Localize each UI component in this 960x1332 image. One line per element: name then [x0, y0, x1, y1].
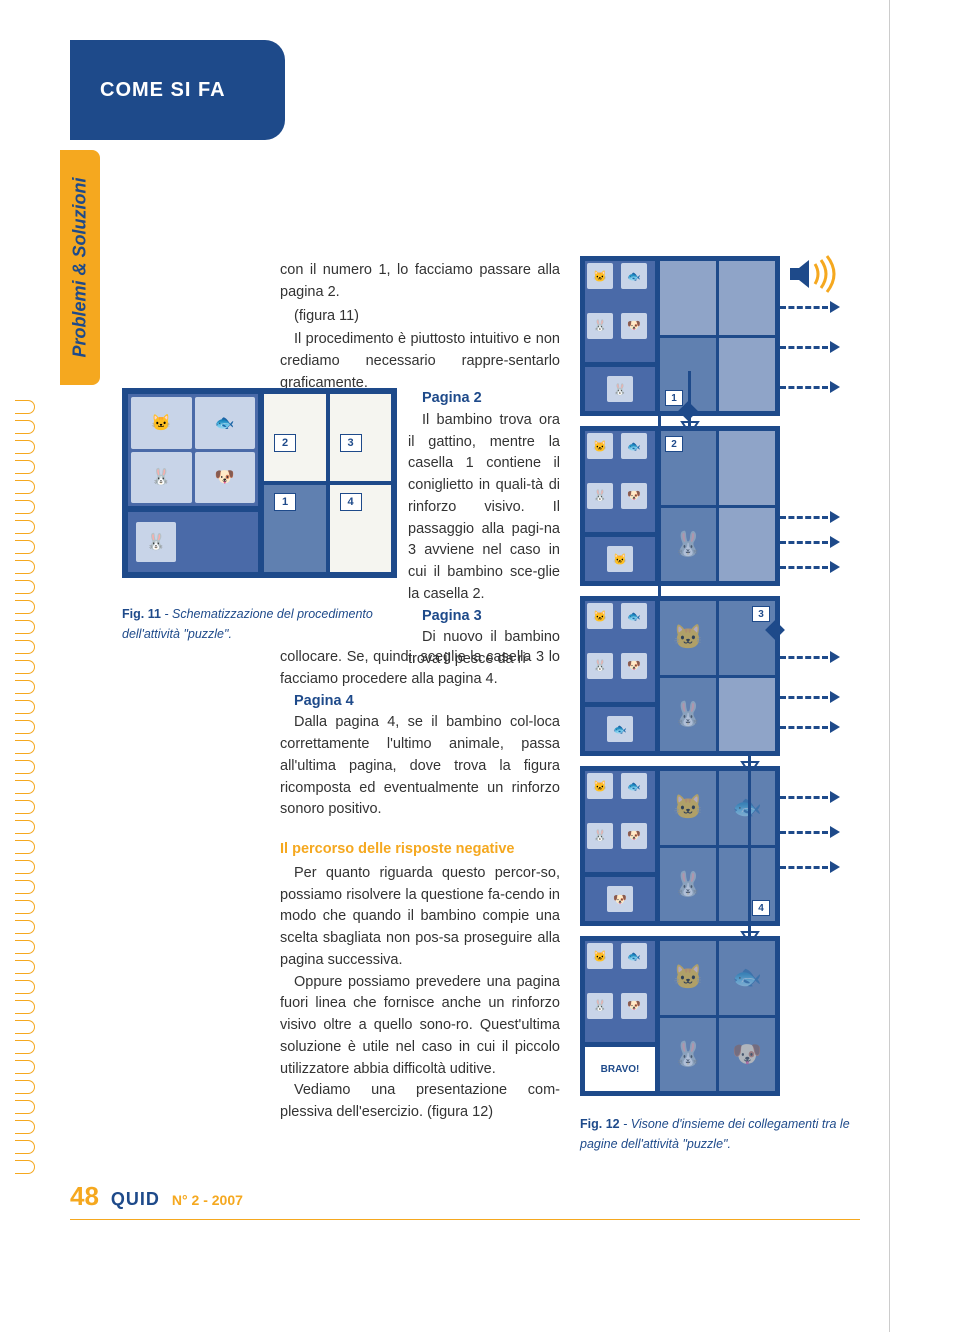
fig12-panel-1: 🐱 🐟 🐰 🐶 🐰 1: [580, 256, 780, 416]
fig12-panel-5: 🐱🐟 🐰🐶 BRAVO! 🐱 🐟 🐰 🐶: [580, 936, 780, 1096]
figure-11: 🐱 🐟 🐰 🐶 🐰 2 3 1 4 Fig. 11 - Schematizzaz…: [122, 388, 397, 644]
dog-icon: 🐶: [621, 313, 647, 339]
cat-icon: 🐱: [607, 546, 633, 572]
body-text-intro: con il numero 1, lo facciamo passare all…: [280, 260, 560, 397]
fish-icon: 🐟: [195, 397, 256, 449]
arrow-right-icon: [780, 516, 840, 519]
notch-strip: [15, 400, 35, 1180]
page-number: 48: [70, 1181, 99, 1212]
fig-label: Fig. 11: [122, 607, 161, 621]
arrow-right-icon: [780, 566, 840, 569]
fig11-cell: 2: [264, 394, 326, 481]
dog-icon: 🐶: [195, 452, 256, 504]
cell-number: 1: [274, 493, 296, 511]
fig-caption-text: - Visone d'insieme dei collegamenti tra …: [580, 1117, 850, 1151]
heading: Pagina 3: [408, 606, 560, 628]
rabbit-icon: 🐰: [131, 452, 192, 504]
body-text-pagina2: Pagina 2 Il bambino trova ora il gattino…: [408, 388, 560, 671]
arrow-right-icon: [780, 831, 840, 834]
para: (figura 11): [280, 306, 560, 328]
sidebar-tab: Problemi & Soluzioni: [60, 150, 100, 385]
arrow-right-icon: [780, 796, 840, 799]
para: Oppure possiamo prevedere una pagina fuo…: [280, 972, 560, 1081]
body-text-mid: collocare. Se, quindi, sceglie la casell…: [280, 647, 560, 1124]
heading: Pagina 4: [280, 691, 560, 713]
heading-negative: Il percorso delle risposte negative: [280, 839, 560, 861]
fig12-panel-3: 🐱🐟 🐰🐶 🐟 🐱 3 🐰: [580, 596, 780, 756]
arrow-right-icon: [780, 386, 840, 389]
arrow-right-icon: [780, 541, 840, 544]
cell-number: 2: [274, 434, 296, 452]
arrow-right-icon: [780, 866, 840, 869]
speaker-icon: [785, 254, 840, 294]
fig11-caption: Fig. 11 - Schematizzazione del procedime…: [122, 604, 397, 644]
bravo-box: BRAVO!: [585, 1047, 655, 1091]
page-footer: 48 QUID N° 2 - 2007: [70, 1181, 243, 1212]
para: collocare. Se, quindi, sceglie la casell…: [280, 647, 560, 691]
fig12-caption: Fig. 12 - Visone d'insieme dei collegame…: [580, 1114, 860, 1154]
fig12-panel-2: 🐱🐟 🐰🐶 🐱 2 🐰: [580, 426, 780, 586]
fig12-panel-4: 🐱🐟 🐰🐶 🐶 🐱 🐟 🐰 4: [580, 766, 780, 926]
arrow-right-icon: [780, 306, 840, 309]
rabbit-icon: 🐰: [607, 376, 633, 402]
fig11-animals-grid: 🐱 🐟 🐰 🐶: [128, 394, 258, 506]
bravo-label: BRAVO!: [601, 1064, 640, 1075]
arrow-right-icon: [780, 656, 840, 659]
cell-number: 3: [752, 606, 770, 622]
para: Vediamo una presentazione com-plessiva d…: [280, 1080, 560, 1124]
cat-icon: 🐱: [131, 397, 192, 449]
page-border: [889, 0, 890, 1332]
para: Per quanto riguarda questo percor-so, po…: [280, 863, 560, 972]
fig11-bottom-card: 🐰: [128, 512, 258, 572]
para: Dalla pagina 4, se il bambino col-loca c…: [280, 712, 560, 821]
fig11-cell: 4: [330, 485, 392, 572]
fish-icon: 🐟: [621, 263, 647, 289]
cell-number: 4: [752, 900, 770, 916]
magazine-name: QUID: [111, 1189, 160, 1210]
para: Il procedimento è piuttosto intuitivo e …: [280, 329, 560, 394]
sidebar-label: Problemi & Soluzioni: [70, 177, 91, 357]
rabbit-icon: 🐰: [587, 313, 613, 339]
heading: Pagina 2: [408, 388, 560, 410]
cell-number: 4: [340, 493, 362, 511]
fig-label: Fig. 12: [580, 1117, 620, 1131]
cat-icon: 🐱: [587, 263, 613, 289]
rabbit-icon: 🐰: [673, 530, 703, 559]
header-tab: COME SI FA: [70, 40, 285, 140]
fish-icon: 🐟: [607, 716, 633, 742]
figure-12: 🐱 🐟 🐰 🐶 🐰 1 🐱 🐟 🐰 🐶 🐱: [580, 256, 860, 1154]
footer-line: [70, 1219, 860, 1220]
arrow-right-icon: [780, 726, 840, 729]
para: Il bambino trova ora il gattino, mentre …: [408, 410, 560, 606]
fig11-cell: 3: [330, 394, 392, 481]
cell-number: 2: [665, 436, 683, 452]
issue-number: N° 2 - 2007: [172, 1192, 243, 1208]
fig11-left-col: 🐱 🐟 🐰 🐶 🐰: [128, 394, 258, 572]
cell-number: 1: [665, 390, 683, 406]
para: con il numero 1, lo facciamo passare all…: [280, 260, 560, 304]
fig11-diagram: 🐱 🐟 🐰 🐶 🐰 2 3 1 4: [122, 388, 397, 578]
cell-number: 3: [340, 434, 362, 452]
arrow-right-icon: [780, 346, 840, 349]
rabbit-icon: 🐰: [136, 522, 176, 562]
fig11-numbered-grid: 2 3 1 4: [264, 394, 391, 572]
header-title: COME SI FA: [100, 79, 226, 102]
arrow-right-icon: [780, 696, 840, 699]
fig11-cell: 1: [264, 485, 326, 572]
dog-icon: 🐶: [607, 886, 633, 912]
